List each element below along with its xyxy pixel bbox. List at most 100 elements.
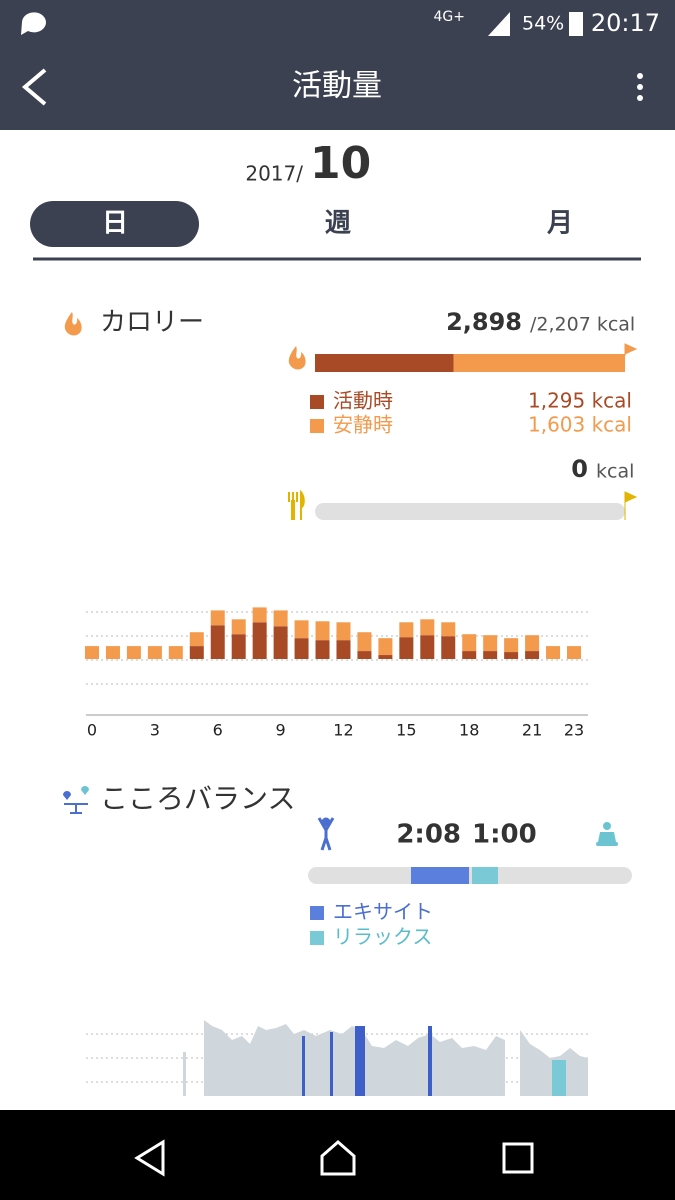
x-tick-label: 9: [276, 721, 286, 740]
x-tick-label: 18: [459, 721, 479, 740]
bar-segment: [126, 646, 141, 659]
bar-segment: [504, 638, 519, 653]
bar-segment: [462, 651, 477, 659]
bar-segment: [357, 632, 372, 652]
bar-segment: [85, 646, 99, 659]
network: 4G+: [434, 9, 466, 25]
bar-segment: [252, 622, 267, 659]
bar-segment: [525, 635, 540, 652]
bar-segment: [525, 651, 540, 659]
bar-segment: [252, 607, 267, 623]
kokoro-chart: [183, 1020, 588, 1096]
flame-icon: [64, 312, 82, 336]
message-icon: [21, 12, 46, 36]
bar-segment: [441, 622, 456, 637]
intake-flag: [624, 491, 638, 520]
calorie-segment: [315, 354, 454, 372]
tab-active-bg[interactable]: [30, 201, 199, 247]
bar-segment: [189, 632, 204, 647]
battery-icon: [569, 12, 583, 36]
bar-segment: [567, 646, 581, 659]
bar-segment: [147, 646, 162, 659]
legend-excite: エキサイト: [333, 900, 433, 924]
bar-segment: [378, 638, 393, 656]
kokoro-track: [308, 867, 632, 884]
x-tick-label: 15: [396, 721, 416, 740]
bar-segment: [168, 646, 183, 659]
tab-month[interactable]: 月: [546, 209, 573, 239]
bar-segment: [105, 646, 120, 659]
kokoro-title: こころバランス: [100, 782, 295, 815]
x-tick-label: 21: [522, 721, 542, 740]
nav-home[interactable]: [320, 1140, 356, 1176]
legend-swatch: [310, 419, 324, 433]
bar-segment: [441, 636, 456, 659]
nav-back[interactable]: [134, 1139, 165, 1177]
legend-value: 1,295 kcal: [528, 389, 632, 413]
bar-segment: [294, 638, 309, 659]
app-bar: [0, 0, 675, 130]
x-tick-label: 3: [150, 721, 160, 740]
bar-segment: [483, 635, 498, 652]
legend-swatch: [310, 395, 324, 409]
bar-segment: [462, 634, 477, 652]
calorie-segment: [453, 354, 625, 372]
balance-icon: [63, 786, 89, 814]
bar-segment: [399, 637, 414, 659]
bar-segment: [231, 634, 246, 659]
bar-segment: [294, 620, 309, 639]
legend-value: 1,603 kcal: [528, 413, 632, 437]
signal-icon: [488, 12, 510, 36]
bar-segment: [273, 610, 288, 627]
clock: 20:17: [591, 9, 660, 37]
bar-segment: [315, 640, 330, 659]
intake-value: 0: [571, 455, 588, 483]
x-tick-label: 6: [213, 721, 223, 740]
legend-relax: リラックス: [333, 925, 432, 949]
year: 2017/: [245, 162, 303, 186]
month: 10: [310, 138, 371, 189]
bar-segment: [399, 622, 414, 638]
bar-segment: [210, 610, 225, 626]
menu-button[interactable]: [637, 73, 643, 101]
bar-segment: [189, 646, 204, 659]
bar-segment: [336, 622, 351, 641]
battery: 54%: [522, 13, 564, 35]
meal-icon: [288, 490, 305, 520]
x-tick-label: 12: [333, 721, 353, 740]
legend-swatch: [310, 906, 324, 920]
legend-name: 安静時: [333, 413, 393, 437]
tab-week[interactable]: 週: [325, 209, 351, 239]
excite-icon: [317, 817, 335, 851]
legend-swatch: [310, 931, 324, 945]
bar-segment: [378, 655, 393, 659]
bar-segment: [336, 640, 351, 659]
tab-day[interactable]: 日: [102, 209, 128, 239]
relax-time: 1:00: [472, 820, 537, 850]
calories-goal: /2,207 kcal: [530, 314, 635, 336]
nav-bar: [0, 1110, 675, 1200]
goal-flag: [624, 343, 638, 356]
bar-segment: [357, 651, 372, 659]
x-tick-label: 23: [564, 721, 584, 740]
back-button[interactable]: [21, 68, 47, 106]
bar-segment: [483, 651, 498, 659]
bar-segment: [546, 646, 561, 659]
bar-segment: [504, 652, 519, 659]
nav-recents[interactable]: [502, 1142, 534, 1174]
bar-segment: [273, 626, 288, 659]
bar-segment: [231, 619, 246, 635]
flame-icon-small: [288, 346, 306, 370]
relax-icon: [596, 822, 618, 846]
intake-unit: kcal: [596, 461, 634, 483]
intake-track: [315, 503, 625, 520]
calories-title: カロリー: [100, 308, 204, 338]
bar-segment: [420, 635, 435, 659]
excite-segment: [411, 867, 469, 884]
excite-time: 2:08: [396, 820, 461, 850]
bar-segment: [420, 619, 435, 636]
legend-name: 活動時: [333, 389, 393, 413]
relax-segment: [472, 867, 498, 884]
